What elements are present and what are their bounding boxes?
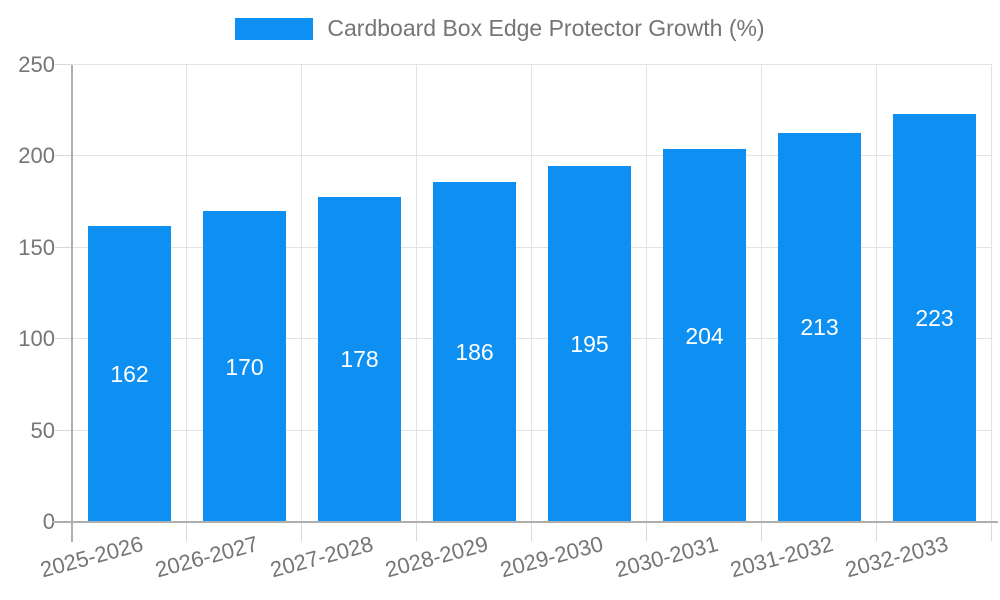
bar[interactable]: [318, 196, 401, 522]
y-axis-tick-label: 150: [18, 234, 55, 260]
y-axis-line: [71, 65, 73, 542]
x-axis-line: [52, 521, 998, 523]
x-axis-tick-label: 2030-2031: [612, 531, 721, 583]
x-axis-tick: [416, 523, 417, 541]
y-axis-tick-label: 100: [18, 326, 55, 352]
x-axis-tick-label: 2027-2028: [267, 531, 376, 583]
x-axis-tick: [646, 523, 647, 541]
bar-value-label: 170: [225, 353, 264, 380]
gridline: [72, 429, 992, 431]
bar-value-label: 178: [340, 346, 379, 373]
legend-label: Cardboard Box Edge Protector Growth (%): [327, 15, 765, 41]
x-axis-tick: [991, 523, 992, 541]
x-axis-tick: [186, 523, 187, 541]
gridline: [72, 246, 992, 248]
x-axis-tick-label: 2029-2030: [497, 531, 606, 583]
x-axis-tick-label: 2028-2029: [382, 531, 491, 583]
y-axis-tick-label: 50: [30, 417, 55, 443]
x-axis-tick-label: 2032-2033: [842, 531, 951, 583]
x-axis-tick: [301, 523, 302, 541]
y-axis-tick-label: 250: [18, 52, 55, 77]
gridline: [186, 65, 187, 522]
bar[interactable]: [893, 114, 976, 522]
legend[interactable]: Cardboard Box Edge Protector Growth (%): [0, 15, 1000, 42]
bar[interactable]: [663, 149, 746, 522]
bar-value-label: 223: [915, 305, 954, 332]
bar-value-label: 186: [455, 338, 494, 365]
gridline: [301, 65, 302, 522]
bar-value-label: 195: [570, 330, 609, 357]
x-axis-tick-label: 2025-2026: [37, 531, 146, 583]
x-axis-tick-label: 2031-2032: [727, 531, 836, 583]
y-axis-tick: [55, 64, 72, 65]
gridline: [531, 65, 532, 522]
gridline: [761, 65, 762, 522]
gridline: [72, 338, 992, 340]
bar-value-label: 162: [110, 360, 149, 387]
bar-value-label: 213: [800, 314, 839, 341]
x-axis-tick: [531, 523, 532, 541]
gridline: [876, 65, 877, 522]
y-axis-tick: [55, 429, 72, 431]
bar[interactable]: [548, 165, 631, 522]
bar[interactable]: [778, 132, 861, 522]
bar[interactable]: [433, 181, 516, 522]
y-axis-tick-label: 0: [42, 509, 55, 534]
x-axis-tick: [761, 523, 762, 541]
gridline: [416, 65, 417, 522]
x-axis-tick-label: 2026-2027: [152, 531, 261, 583]
y-axis-tick-label: 200: [18, 143, 55, 169]
bar[interactable]: [203, 211, 286, 522]
gridline: [72, 64, 992, 65]
bar-value-label: 204: [685, 322, 724, 349]
y-axis-tick: [55, 246, 72, 248]
legend-swatch: [235, 17, 314, 40]
bar[interactable]: [88, 225, 171, 522]
gridline: [991, 65, 992, 522]
y-axis-tick: [55, 338, 72, 340]
x-axis-tick: [876, 523, 877, 541]
gridline: [72, 155, 992, 157]
y-axis-tick: [55, 155, 72, 157]
gridline: [646, 65, 647, 522]
